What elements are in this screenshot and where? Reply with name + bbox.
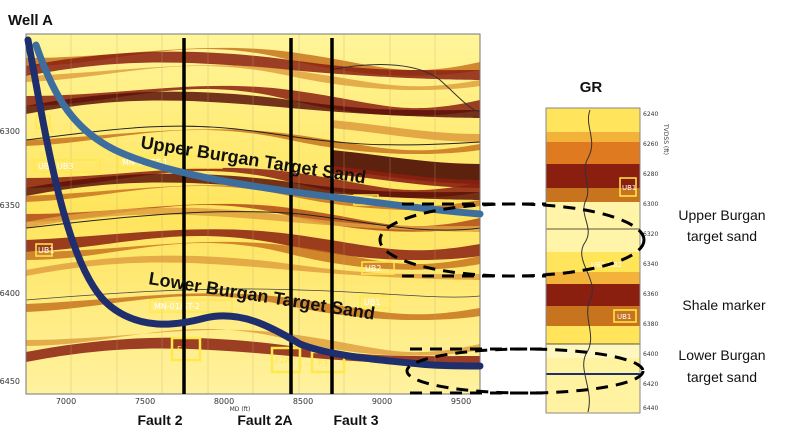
- bottom-tick: 7000: [56, 397, 76, 406]
- seismic-band: [26, 91, 480, 118]
- left-tick: 6300: [0, 127, 20, 136]
- seismic-band: [332, 150, 480, 184]
- tag-ub1-mid: UB1: [364, 298, 380, 307]
- gr-band: [546, 132, 640, 142]
- tag-box-f3: F3: [318, 359, 328, 368]
- bottom-tick: 9500: [451, 397, 471, 406]
- seismic-band: [26, 65, 480, 91]
- correlation-callouts: [378, 202, 646, 395]
- fault-labels: Fault 2 Fault 2A Fault 3: [137, 412, 378, 428]
- gr-tick: 6440: [643, 405, 658, 412]
- lower-sand-ellipse: [405, 347, 645, 395]
- fault-3-label: Fault 3: [333, 412, 378, 428]
- gr-tick: 6280: [643, 171, 658, 178]
- bottom-tick: 9000: [372, 397, 392, 406]
- bottom-tick: 8500: [293, 397, 313, 406]
- tag-box-f2: F2: [177, 345, 187, 354]
- seismic-band: [26, 207, 480, 232]
- right-annotations: Upper Burgan target sand Shale marker Lo…: [678, 207, 766, 385]
- lower-burgan-wellpath: [24, 36, 484, 370]
- gr-band: [546, 272, 640, 284]
- gr-band: [546, 252, 640, 272]
- gr-band: [546, 358, 640, 413]
- gr-band: [546, 284, 640, 306]
- gr-tick: 6340: [643, 261, 658, 268]
- seismic-band: [332, 120, 480, 142]
- lower-sand-label-1: Lower Burgan: [678, 347, 765, 363]
- tag-ub2-right: UB2: [365, 264, 381, 273]
- bottom-tick: 7500: [135, 397, 155, 406]
- left-tick: 6450: [0, 377, 20, 386]
- seismic-band: [332, 166, 480, 188]
- upper-burgan-wellpath: [32, 41, 484, 218]
- tag-box-f2a: F2A: [275, 356, 291, 365]
- gr-tick: 6420: [643, 381, 658, 388]
- seismic-band: [26, 129, 480, 155]
- gr-band: [546, 188, 640, 202]
- seismic-band: [26, 173, 480, 200]
- horizon-line: [329, 64, 480, 113]
- seismic-band: [26, 229, 480, 261]
- gr-band: [546, 306, 640, 326]
- gr-tick: 6320: [643, 231, 658, 238]
- gr-title: GR: [580, 79, 603, 96]
- bottom-axis: 7000 7500 8000 8500 9000 9500 MD (ft): [56, 397, 471, 413]
- fault-2-label: Fault 2: [137, 412, 182, 428]
- gr-band: [546, 344, 640, 358]
- horizon-line: [26, 125, 480, 146]
- bottom-tick: 8000: [214, 397, 234, 406]
- gr-log-panel: UB1 UB1 UB2 UB1 6240 6260 6280 6300 6320…: [545, 107, 669, 414]
- seismic-section: [26, 34, 480, 394]
- gr-tick: 6380: [643, 321, 658, 328]
- tag-mn-b: MN-01/ST-2: [154, 302, 200, 311]
- gr-tick: 6240: [643, 111, 658, 118]
- fault-2a-label: Fault 2A: [237, 412, 292, 428]
- upper-sand-label-1: Upper Burgan: [678, 207, 765, 223]
- shale-marker-label: Shale marker: [682, 297, 766, 313]
- upper-sand-label-2: target sand: [687, 228, 757, 244]
- left-axis: 6300 6350 6400 6450: [0, 127, 20, 386]
- gr-tag-ub1-top: UB1: [622, 184, 636, 192]
- gr-tick: 6300: [643, 201, 658, 208]
- left-tick: 6350: [0, 201, 20, 210]
- gr-tick: 6260: [643, 141, 658, 148]
- bottom-axis-label: MD (ft): [230, 406, 251, 413]
- gr-band: [546, 164, 640, 188]
- gr-bands: [546, 108, 640, 413]
- left-tick: 6400: [0, 289, 20, 298]
- gr-tick: 6360: [643, 291, 658, 298]
- gr-band: [546, 202, 640, 252]
- gr-tick: 6400: [643, 351, 658, 358]
- seismic-band: [26, 293, 480, 321]
- gr-band: [546, 108, 640, 132]
- seismic-band: [26, 328, 480, 356]
- gr-curve: [581, 109, 593, 413]
- lower-sand-label-2: target sand: [687, 369, 757, 385]
- gr-band: [546, 142, 640, 164]
- tag-ub1-left: UB1: [38, 246, 54, 255]
- gr-band: [546, 326, 640, 344]
- gr-axis-label: TVDSS (ft): [662, 123, 669, 155]
- title-well-a: Well A: [8, 12, 53, 29]
- gr-tag-ub1-low: UB1: [617, 313, 631, 321]
